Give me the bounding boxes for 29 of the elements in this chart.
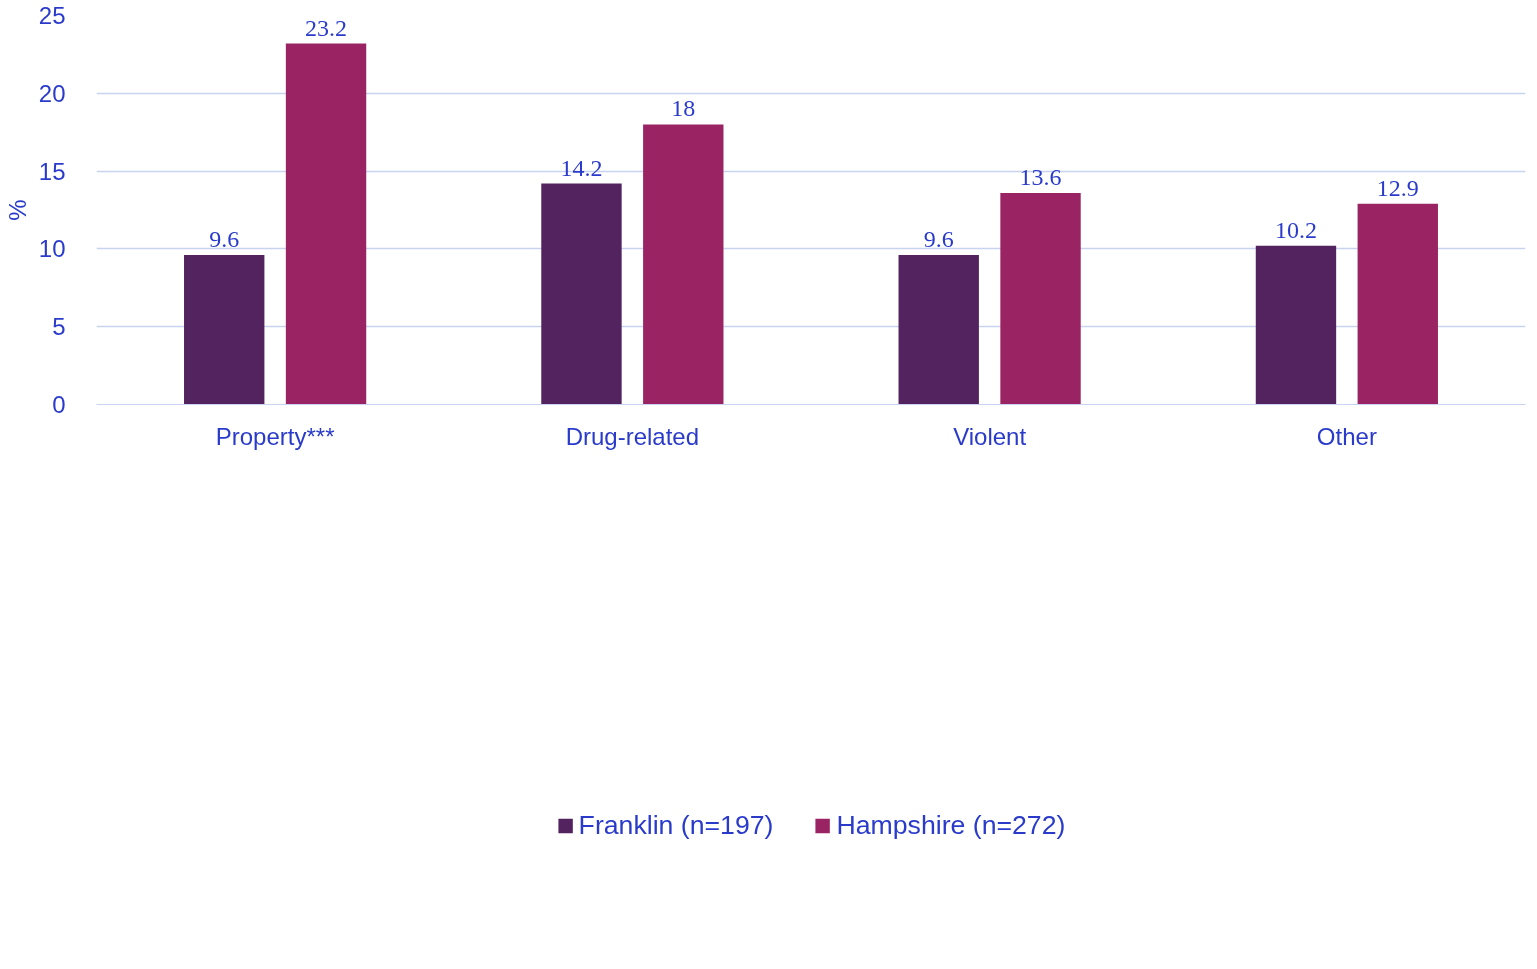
- data-label: 18: [671, 95, 696, 122]
- data-label: 14.2: [560, 154, 603, 181]
- bar: [1357, 203, 1438, 405]
- bar: [898, 255, 979, 405]
- bar: [1255, 245, 1337, 405]
- bar: [1000, 192, 1081, 405]
- legend-label: Franklin (n=197): [578, 809, 774, 841]
- legend-label: Hampshire (n=272): [836, 809, 1066, 841]
- x-tick-label: Other: [1316, 422, 1377, 450]
- data-label: 12.9: [1376, 174, 1419, 201]
- data-label: 23.2: [305, 14, 348, 41]
- data-label: 10.2: [1274, 216, 1317, 243]
- y-axis-title: %: [3, 199, 31, 221]
- x-tick-label: Property***: [215, 422, 335, 450]
- y-tick-label: 20: [38, 79, 66, 107]
- data-label: 9.6: [209, 226, 240, 253]
- y-tick-label: 5: [52, 313, 66, 341]
- y-tick-label: 10: [38, 235, 66, 263]
- bar: [643, 124, 724, 405]
- x-tick-label: Violent: [953, 422, 1027, 450]
- data-label: 13.6: [1019, 163, 1062, 190]
- bar: [184, 255, 265, 405]
- bar: [541, 183, 622, 405]
- bar: [285, 43, 367, 405]
- y-tick-label: 0: [52, 391, 66, 418]
- x-tick-label: Drug-related: [565, 422, 700, 450]
- y-tick-label: 15: [38, 157, 66, 185]
- data-label: 9.6: [923, 226, 954, 253]
- y-tick-label: 25: [38, 2, 66, 29]
